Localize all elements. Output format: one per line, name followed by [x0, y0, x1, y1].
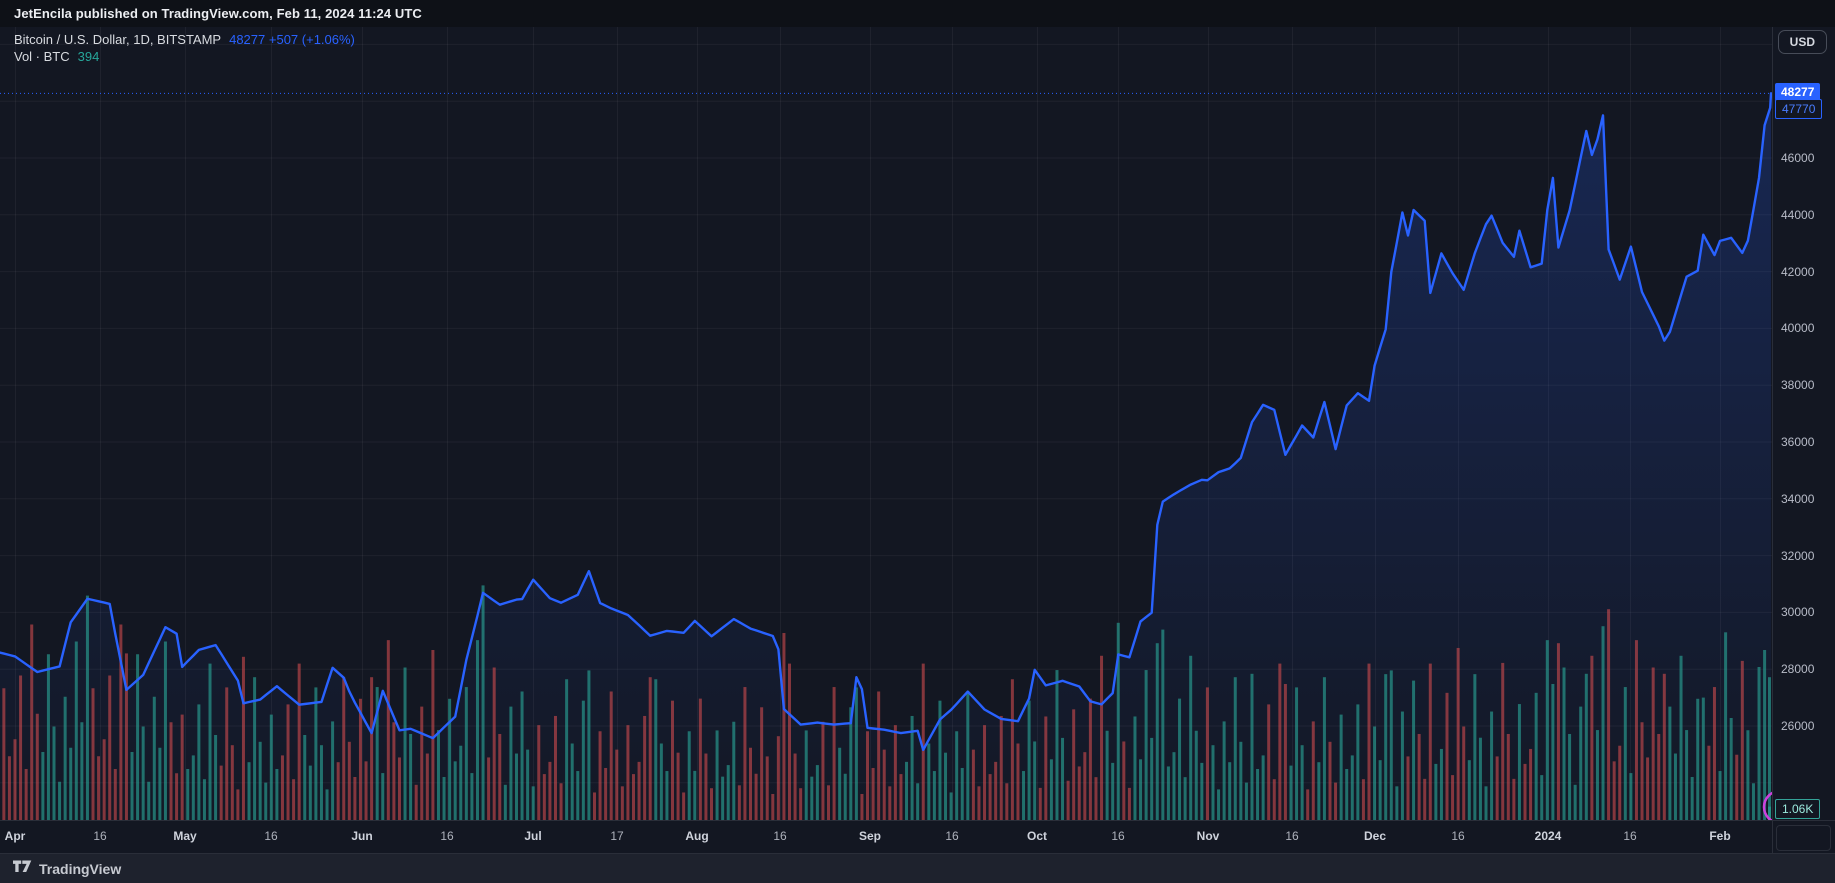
price-tick-label: 30000 — [1781, 605, 1815, 620]
time-tick-label: Dec — [1363, 829, 1387, 843]
time-tick-label: Jul — [524, 829, 542, 843]
last-price-badge: 48277 — [1775, 83, 1821, 102]
chart-canvas[interactable] — [0, 27, 1772, 820]
price-tick-label: 40000 — [1781, 321, 1815, 336]
price-axis[interactable]: 48277 47770 1.06K 46000 44000 42000 40000 38… — [1772, 27, 1835, 820]
price-tick-label: 44000 — [1781, 207, 1815, 222]
last-price-value: 48277 — [229, 32, 266, 47]
tradingview-logo-icon[interactable] — [13, 858, 32, 880]
price-tick-label: 46000 — [1781, 151, 1815, 165]
volume-bars — [2, 585, 1771, 820]
time-axis[interactable]: Apr 16 May 16 Jun 16 Jul 17 Aug 16 Sep 16 Oct 16 Nov 16… — [0, 820, 1835, 853]
time-tick-label: 16 — [773, 829, 787, 843]
time-tick-label: 2024 — [1534, 829, 1562, 843]
footer-bar: TradingView — [0, 853, 1835, 883]
chart-legend: Bitcoin / U.S. Dollar, 1D, BITSTAMP 48277… — [14, 31, 355, 65]
time-tick-label: Jun — [351, 829, 373, 843]
price-tick-label: 42000 — [1781, 264, 1815, 279]
time-tick-label: Oct — [1026, 829, 1048, 843]
publish-bar: JetEncila published on TradingView.com, … — [0, 0, 1835, 27]
time-tick-label: May — [173, 829, 197, 843]
time-tick-label: Feb — [1709, 829, 1731, 843]
prev-price-badge: 47770 — [1775, 98, 1823, 119]
time-tick-label: 16 — [1623, 829, 1637, 843]
time-tick-label: Nov — [1196, 829, 1220, 843]
axis-corner-box[interactable] — [1776, 825, 1831, 851]
volume-value: 394 — [77, 49, 100, 64]
price-tick-label: 32000 — [1781, 548, 1815, 563]
price-tick-label: 36000 — [1781, 435, 1815, 449]
time-tick-label: Apr — [4, 829, 26, 843]
time-tick-label: Sep — [858, 829, 882, 843]
price-tick-label: 28000 — [1781, 662, 1815, 677]
axis-separator — [1772, 27, 1773, 853]
time-tick-label: Aug — [685, 829, 709, 843]
price-change: +507 (+1.06%) — [268, 32, 355, 47]
volume-badge: 1.06K — [1775, 799, 1821, 819]
price-tick-label: 34000 — [1781, 491, 1815, 506]
tradingview-brand-text[interactable]: TradingView — [39, 860, 122, 877]
time-tick-label: 16 — [93, 829, 107, 843]
price-line — [0, 92, 1772, 752]
time-tick-label: 16 — [1111, 829, 1125, 843]
price-tick-label: 38000 — [1781, 378, 1815, 393]
time-tick-label: 17 — [610, 829, 624, 843]
price-tick-label: 26000 — [1781, 719, 1815, 733]
publish-text: JetEncila published on TradingView.com, … — [14, 6, 422, 21]
symbol-title[interactable]: Bitcoin / U.S. Dollar, 1D, BITSTAMP — [14, 32, 222, 47]
currency-toggle-button[interactable]: USD — [1777, 30, 1827, 54]
time-tick-label: 16 — [945, 829, 959, 843]
time-tick-label: 16 — [440, 829, 454, 843]
time-tick-label: 16 — [1285, 829, 1299, 843]
price-area-fill — [0, 93, 1771, 820]
time-tick-label: 16 — [1451, 829, 1465, 843]
volume-study-label[interactable]: Vol · BTC — [14, 49, 70, 64]
time-tick-label: 16 — [264, 829, 278, 843]
